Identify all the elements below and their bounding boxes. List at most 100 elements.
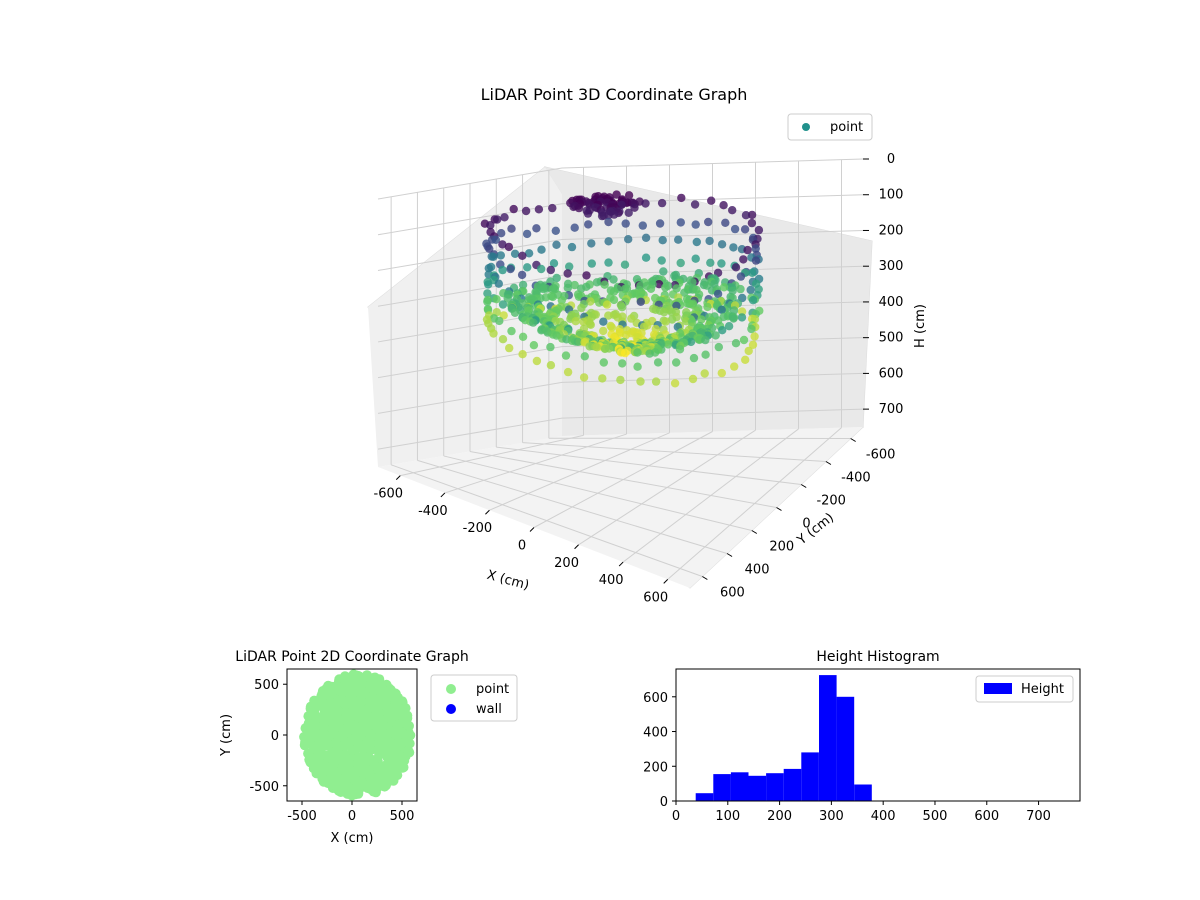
scatter-point-3d [741,355,750,364]
scatter-point-3d [703,302,712,312]
scatter-point-3d [618,359,627,368]
scatter-point-2d [363,755,374,766]
scatter-point-3d [686,337,696,347]
grid-line-height [377,265,864,307]
scatter-point-3d [654,280,664,289]
scatter-point-3d [500,213,509,222]
scatter-point-3d [592,343,602,352]
scatter-point-3d [546,265,555,275]
scatter-point-3d [707,196,716,205]
legend-marker-point-2d [446,684,456,694]
scatter-point-3d [744,346,753,356]
scatter-point-3d [484,280,493,289]
scatter-point-3d [537,245,546,254]
scatter-point-3d [604,237,613,246]
scatter-point-3d [747,324,756,334]
z-axis-label-3d: H (cm) [913,304,928,348]
y-tick-label-histogram: 600 [643,691,668,706]
scatter-point-3d [670,379,680,388]
scatter-point-3d [489,252,498,261]
scatter-point-3d [620,348,630,358]
scatter-point-3d [518,350,527,359]
y-axis-label-3d: Y (cm) [794,510,837,548]
scatter-point-3d [680,288,689,297]
pane-xy [378,427,863,588]
scatter-point-3d [607,323,616,332]
grid-line-floor-y [443,455,752,531]
scatter-point-3d [667,315,677,324]
scatter-point-3d [580,352,589,361]
grid-line-height [377,408,864,450]
scatter-point-3d [657,256,666,265]
x-axis-label-2d: X (cm) [331,831,374,846]
x-tick-3d [663,579,669,584]
scatter-point-3d [552,240,561,249]
x-tick-label-3d: 600 [643,590,668,605]
scatter-point-3d [574,203,584,213]
plot-frame-histogram [675,668,1081,802]
scatter-point-2d [368,786,379,797]
scatter-point-3d [737,307,747,316]
x-tick-label-3d: 200 [554,556,579,571]
scatter-point-3d [507,326,516,336]
legend-label-wall-2d: wall [476,702,502,717]
scatter-point-3d [731,339,741,348]
scatter-point-3d [701,335,710,345]
grid-line-floor-x [578,429,756,546]
scatter-point-3d [621,330,631,340]
scatter-point-2d [307,709,318,720]
scatter-point-2d [363,703,374,714]
scatter-point-3d [546,342,555,352]
scatter-point-2d [329,723,340,734]
scatter-point-2d [315,695,326,706]
scatter-point-3d [717,305,726,314]
scatter-point-3d [737,313,747,322]
scatter-point-2d [383,771,393,782]
scatter-point-3d [729,243,738,252]
scatter-point-3d [739,335,749,345]
scatter-point-3d [624,208,633,217]
scatter-point-2d [365,745,376,756]
legend-2d: point wall [430,674,518,722]
x-tick-label-2d: -500 [287,809,317,824]
z-tick-label-3d: 700 [879,402,904,417]
scatter-point-3d [484,264,493,273]
scatter-point-2d [351,703,362,713]
scatter-point-3d [600,344,610,354]
x-tick-label-histogram: 200 [767,809,792,824]
x-tick-label-histogram: 600 [974,809,999,824]
legend-label-point-3d: point [830,120,863,135]
x-tick-3d [574,544,579,550]
scatter-point-3d [506,264,515,274]
scatter-point-3d [504,242,514,252]
scatter-point-3d [486,221,495,230]
scatter-point-3d [691,254,700,263]
z-tick-label-3d: 600 [879,366,904,381]
scatter-point-3d [523,263,532,272]
scatter-point-3d [633,362,642,371]
scatter-point-3d [748,268,757,277]
scatter-point-3d [721,218,730,227]
scatter-point-3d [579,317,588,326]
scatter-point-3d [604,311,613,320]
chart-2d-title: LiDAR Point 2D Coordinate Graph [235,649,468,665]
scatter-point-3d [552,273,561,283]
scatter-point-3d [636,297,645,306]
scatter-point-3d [695,335,704,345]
histogram-bar [783,768,802,801]
scatter-point-2d [323,739,334,750]
scatter-point-3d [505,343,514,353]
scatter-point-2d [350,672,361,683]
scatter-point-3d [534,205,544,214]
scatter-point-2d [364,734,375,745]
scatter-point-3d [728,206,737,215]
scatter-point-2d [347,735,357,746]
z-tick-label-3d: 200 [879,223,904,238]
histogram-title: Height Histogram [816,649,939,665]
scatter-point-3d [636,377,645,386]
y-tick-label-3d: -600 [866,448,896,463]
scatter-point-3d [697,315,706,324]
scatter-point-3d [661,283,670,292]
legend-histogram: Height [975,675,1074,703]
grid-line-floor-y [390,464,703,577]
